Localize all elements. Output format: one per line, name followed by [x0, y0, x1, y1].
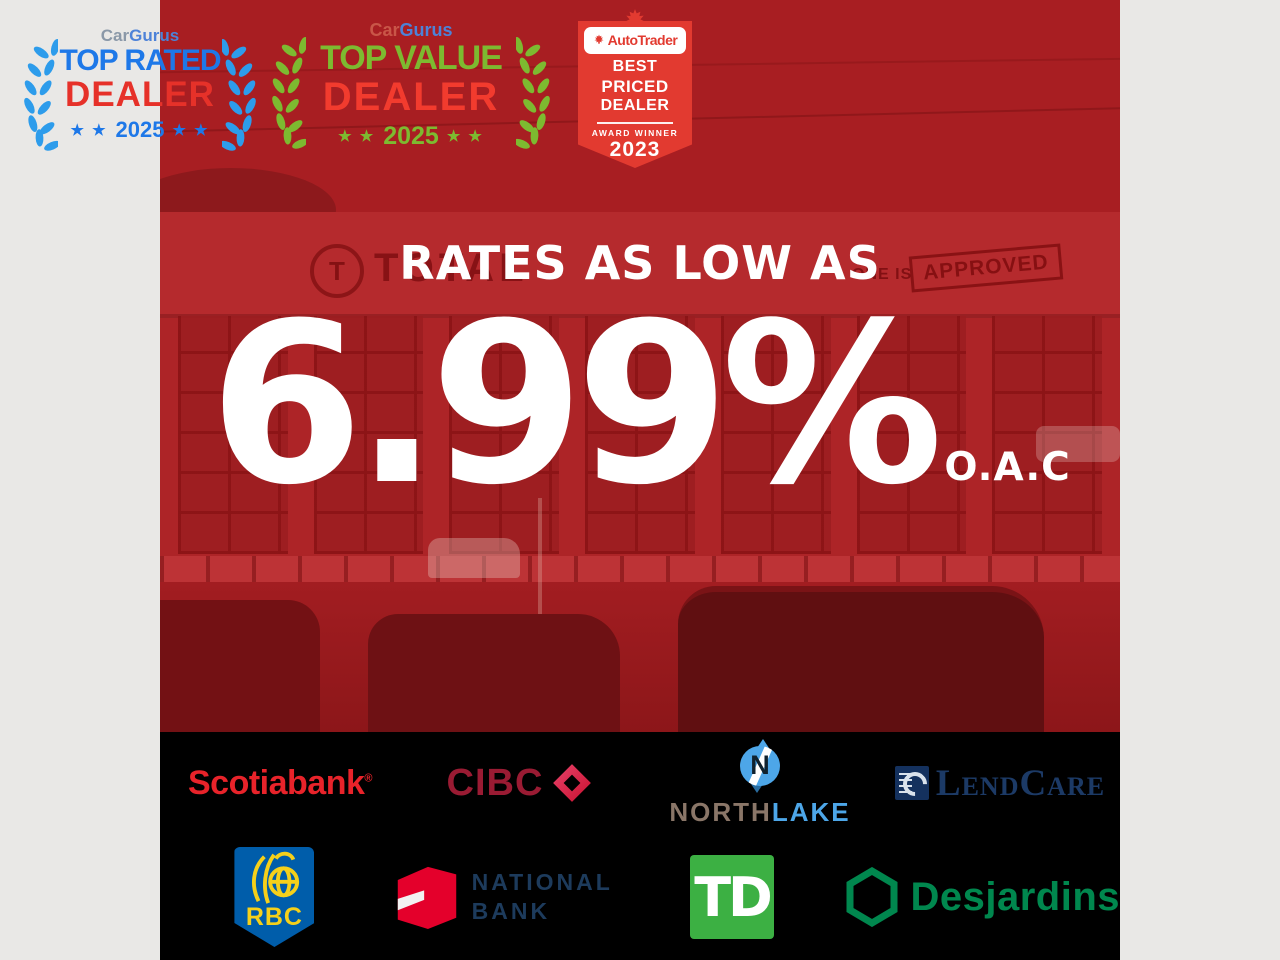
- cibc-logo: CIBC: [447, 762, 594, 805]
- stars-right: ★ ★: [446, 128, 484, 146]
- badge-title-line2: DEALER: [65, 74, 215, 114]
- laurel-right-icon: [516, 36, 550, 149]
- photo-car-silhouette: [428, 538, 520, 578]
- northlake-logo: N NORTHLAKE: [669, 738, 851, 828]
- desjardins-logo: Desjardins: [846, 867, 1120, 927]
- autotrader-best-priced-badge: AutoTrader BEST PRICED DEALER AWARD WINN…: [578, 8, 692, 168]
- cargurus-top-rated-badge: CarGurus TOP RATED DEALER ★ ★ 2025 ★ ★: [20, 26, 260, 168]
- rates-kicker-text: RATES AS LOW AS: [399, 236, 881, 290]
- registered-mark: ®: [364, 772, 372, 785]
- national-bank-wordmark: NATIONAL BANK: [471, 869, 613, 924]
- scotiabank-logo: Scotiabank®: [188, 764, 372, 803]
- desjardins-wordmark: Desjardins: [910, 874, 1120, 919]
- badge-center: CarGurus TOP RATED DEALER ★ ★ 2025 ★ ★: [58, 26, 222, 168]
- autotrader-wordmark: AutoTrader: [607, 32, 678, 48]
- rbc-lion-globe-icon: [252, 851, 300, 904]
- compass-needle-bottom: [751, 783, 763, 793]
- laurel-left-icon: [272, 36, 306, 149]
- photo-car-silhouette: [368, 614, 620, 734]
- cibc-prism-icon: [553, 764, 592, 802]
- lendcare-logo: LendCare: [894, 762, 1106, 805]
- photo-guardrail: [160, 556, 1120, 582]
- rbc-shield-icon: [234, 847, 315, 947]
- badge-title-line1: TOP RATED: [59, 44, 221, 77]
- autotrader-brand-box: AutoTrader: [584, 27, 686, 54]
- divider: [597, 121, 673, 124]
- badge-year: 2025: [383, 121, 439, 150]
- cargurus-top-value-badge: CarGurus TOP VALUE DEALER ★ ★ 2025 ★ ★: [268, 20, 554, 170]
- photo-road: [160, 582, 1120, 734]
- badge-title-line2: DEALER: [322, 74, 500, 119]
- cibc-wordmark: CIBC: [446, 761, 544, 804]
- td-wordmark: TD: [694, 865, 773, 929]
- stars-left: ★ ★: [70, 122, 108, 140]
- cargurus-brand: CarGurus: [100, 26, 180, 45]
- autotrader-ribbon: AutoTrader BEST PRICED DEALER AWARD WINN…: [578, 21, 692, 168]
- laurel-left-icon: [24, 38, 58, 151]
- rbc-wordmark: RBC: [245, 903, 303, 931]
- lenders-strip: Scotiabank® CIBC N N: [160, 732, 1120, 960]
- rbc-logo: RBC: [234, 847, 315, 947]
- td-logo: TD: [690, 855, 775, 939]
- badge-center: CarGurus TOP VALUE DEALER ★ ★ 2025 ★ ★: [306, 20, 516, 170]
- rate-row: 6.99% O.A.C: [160, 294, 1120, 516]
- badge-year: 2023: [609, 137, 661, 161]
- badge-title-line2: PRICED: [601, 76, 669, 96]
- stars-right: ★ ★: [172, 122, 210, 140]
- scotiabank-wordmark: Scotiabank: [188, 763, 365, 802]
- compass-circle: [740, 745, 780, 786]
- badge-title-line1: TOP VALUE: [320, 39, 503, 77]
- stars-left: ★ ★: [338, 128, 376, 146]
- desjardins-hexagon-icon: [846, 867, 898, 927]
- rate-value: 6.99%: [209, 276, 943, 534]
- award-winner-label: AWARD WINNER: [591, 127, 679, 138]
- lenders-row-1: Scotiabank® CIBC N N: [160, 732, 1120, 834]
- laurel-right-icon: [222, 38, 256, 151]
- northlake-wordmark: NORTHLAKE: [669, 796, 851, 827]
- national-bank-logo: NATIONAL BANK: [394, 862, 613, 932]
- photo-car-silhouette: [678, 586, 1044, 740]
- badge-title-line3: DEALER: [600, 96, 670, 114]
- badge-year-row: ★ ★ 2025 ★ ★: [338, 122, 484, 151]
- lendcare-icon: [894, 766, 932, 801]
- rate-qualifier: O.A.C: [944, 445, 1071, 490]
- badge-year-row: ★ ★ 2025 ★ ★: [70, 117, 209, 143]
- badge-year: 2025: [115, 117, 165, 143]
- northlake-compass-icon: N: [737, 738, 783, 793]
- photo-car-silhouette: [160, 600, 320, 734]
- cargurus-brand: CarGurus: [369, 20, 453, 40]
- compass-needle-top: [757, 738, 769, 748]
- lendcare-wordmark: LendCare: [935, 762, 1106, 804]
- lenders-row-2: RBC NATIONAL BANK TD Desjardins: [160, 834, 1120, 960]
- northlake-initial: N: [750, 750, 770, 780]
- maple-leaf-icon: [594, 34, 604, 44]
- national-bank-flag-icon: [397, 866, 456, 930]
- badge-title-line1: BEST: [612, 58, 658, 75]
